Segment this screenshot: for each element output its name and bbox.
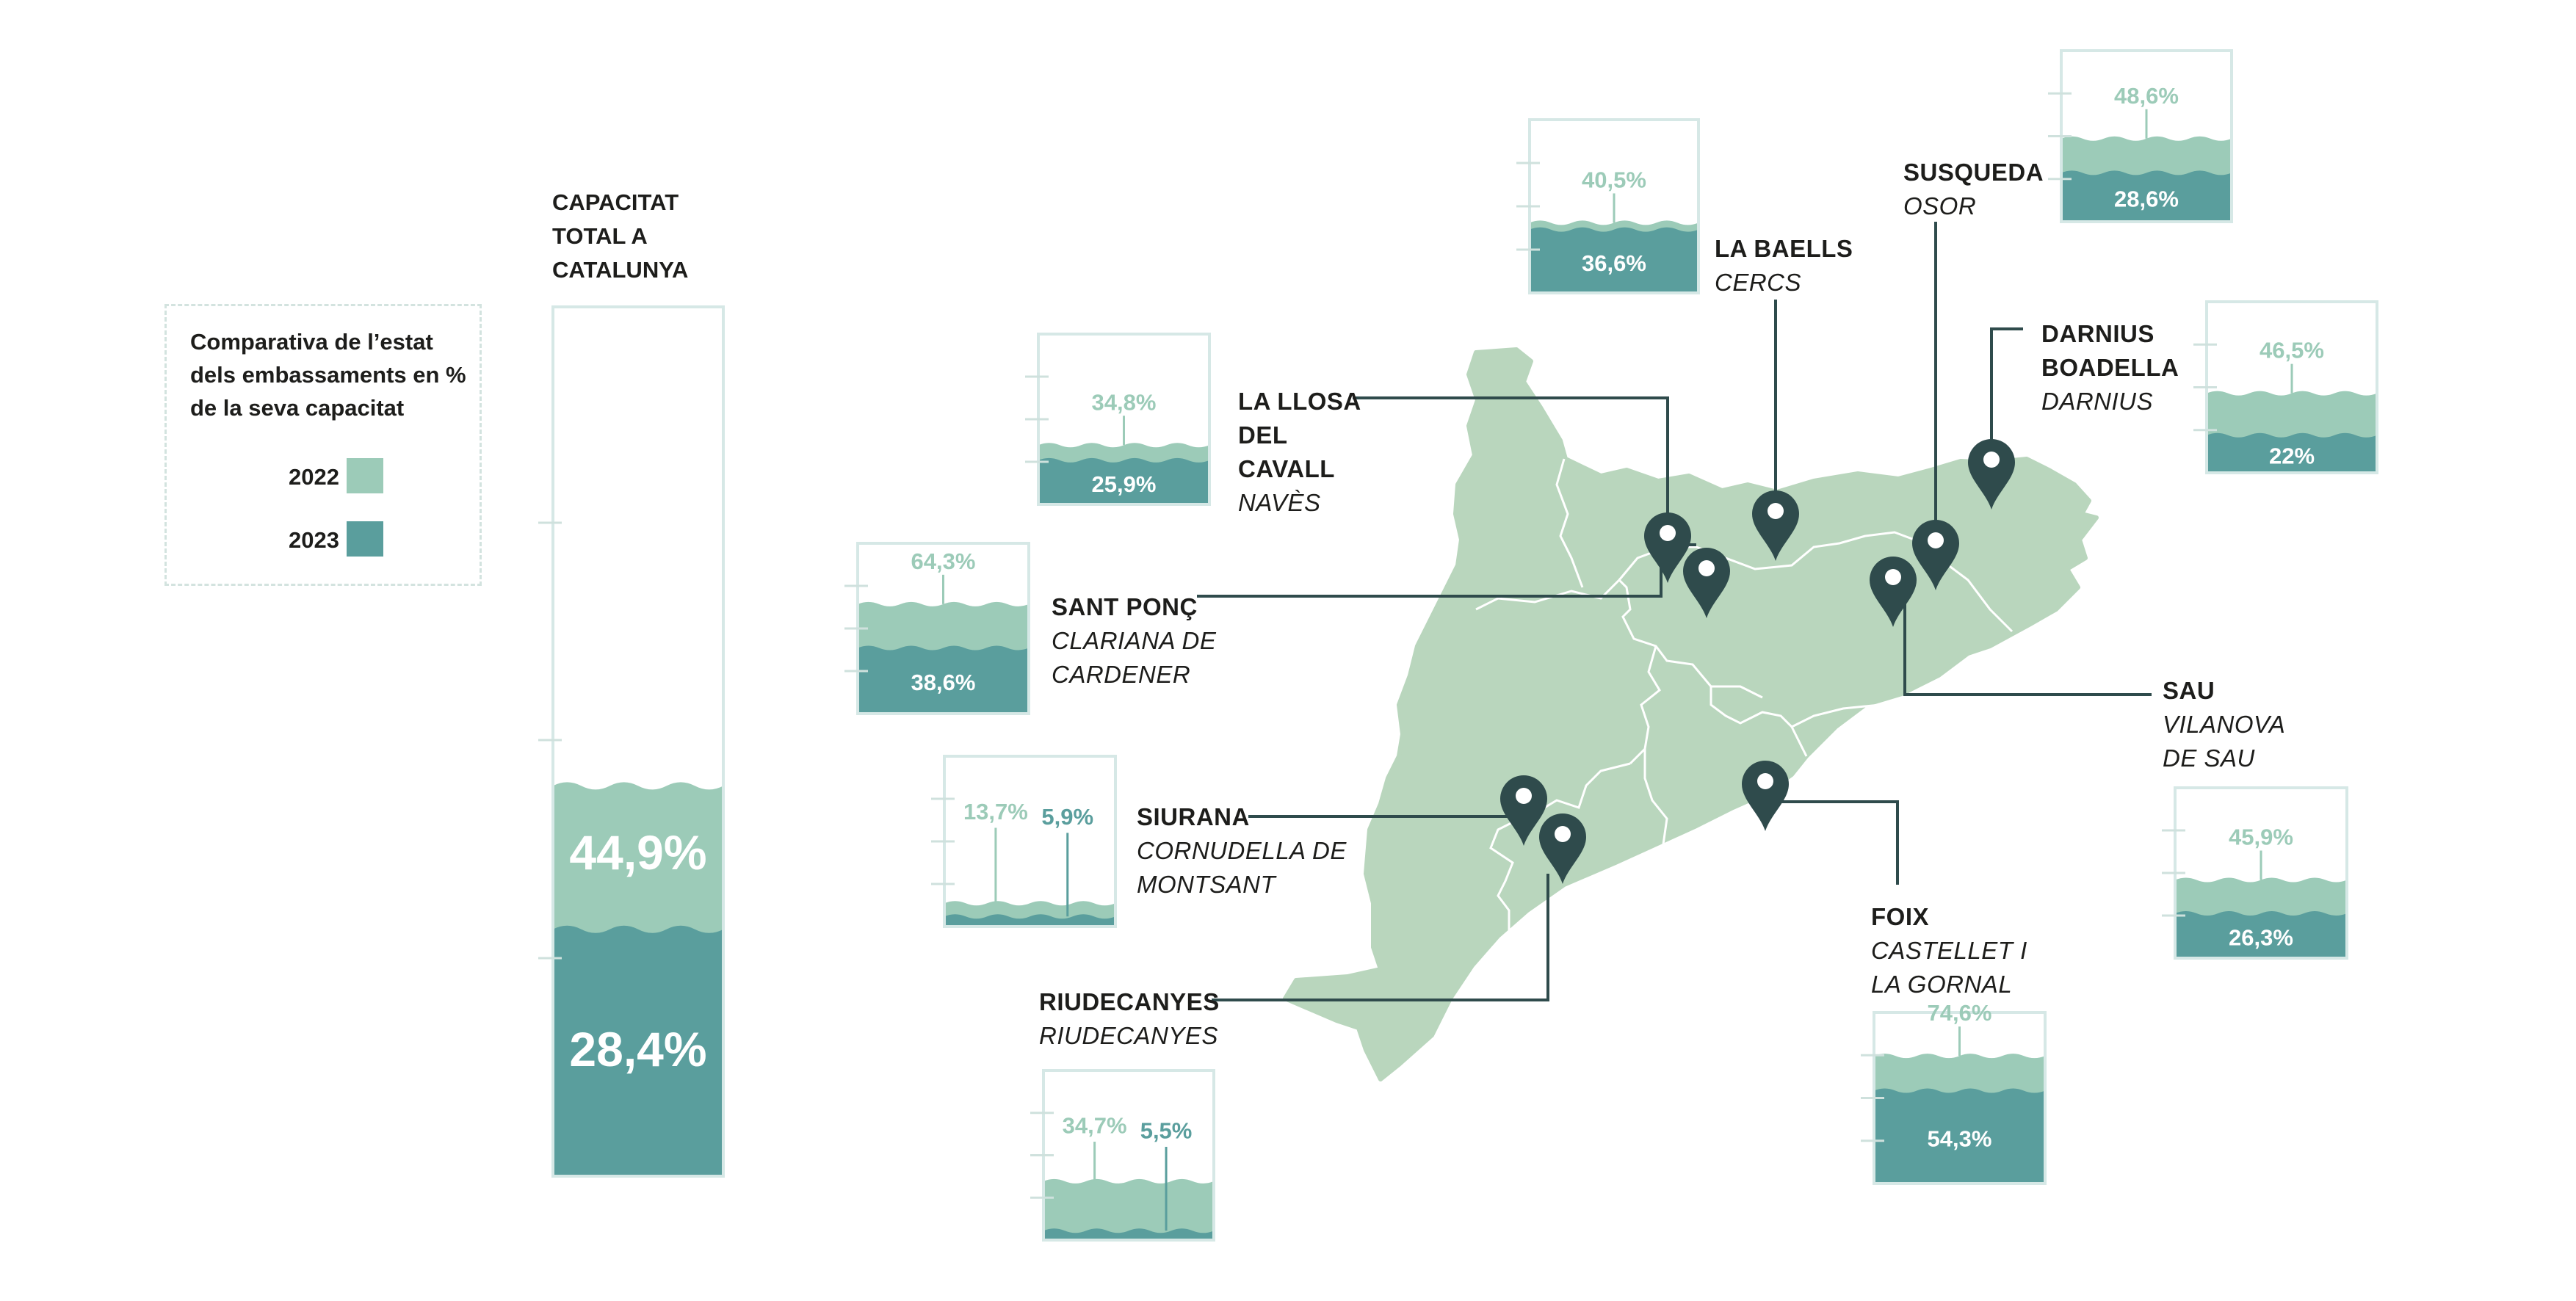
total-tank-frame xyxy=(551,305,725,1178)
map-pin-icon xyxy=(1912,520,1959,590)
fill-2023 xyxy=(1530,227,1698,293)
label-sau: SAU VILANOVA DE SAU xyxy=(2163,674,2309,775)
reservoir-tank: 40,5% 36,6% xyxy=(1516,118,1700,294)
total-capacity-tank: 44,9% 28,4% xyxy=(538,305,725,1178)
map-pin-icon xyxy=(1968,439,2015,510)
label-2023: 22% xyxy=(2269,443,2315,468)
label-2022: 13,7% xyxy=(963,799,1028,825)
reservoir-town: CASTELLET I LA GORNAL xyxy=(1871,937,2027,998)
legend-swatch-2022 xyxy=(347,458,383,493)
map-pin-icon xyxy=(1539,813,1586,884)
legend-item-2023: 2023 xyxy=(167,521,482,558)
total-label-2022: 44,9% xyxy=(569,825,706,880)
label-susqueda: SUSQUEDA OSOR xyxy=(1903,156,2044,223)
tank-frame xyxy=(943,755,1117,928)
label-2023: 38,6% xyxy=(911,670,976,695)
fill-2023 xyxy=(858,645,1029,714)
legend-swatch-2023 xyxy=(347,521,383,557)
leader-line-la-llosa xyxy=(1353,396,1669,536)
label-sant-ponc: SANT PONÇ CLARIANA DE CARDENER xyxy=(1052,590,1235,692)
legend-item-2022: 2022 xyxy=(167,458,482,495)
reservoir-name: SANT PONÇ xyxy=(1052,593,1198,620)
fill-2023 xyxy=(2175,910,2347,958)
legend-title: Comparativa de l’estat dels embassaments… xyxy=(190,329,466,421)
label-2023: 5,9% xyxy=(1041,804,1093,830)
map-pin-icon xyxy=(1870,557,1917,627)
fill-2023 xyxy=(1043,1228,1214,1240)
map-pin-icon xyxy=(1500,775,1547,846)
leader-line-riudecanyes xyxy=(1212,874,1549,1001)
leader-line-foix xyxy=(1755,800,1899,885)
reservoir-tank: 34,8% 25,9% xyxy=(1025,333,1211,506)
label-2022: 74,6% xyxy=(1928,1000,1992,1026)
reservoir-town: NAVÈS xyxy=(1238,489,1321,516)
reservoir-town: CERCS xyxy=(1715,269,1802,296)
leader-lines xyxy=(1197,222,2152,1001)
map-pin-icon xyxy=(1742,761,1789,831)
reservoir-town: DARNIUS xyxy=(2041,388,2154,415)
label-la-baells: LA BAELLS CERCS xyxy=(1715,232,1853,300)
label-foix: FOIX CASTELLET I LA GORNAL xyxy=(1871,900,2062,1001)
reservoir-name: RIUDECANYES xyxy=(1039,988,1220,1015)
map-pin-icon xyxy=(1683,548,1730,618)
label-la-llosa-del-cavall: LA LLOSA DEL CAVALL NAVÈS xyxy=(1238,385,1385,520)
label-2022: 45,9% xyxy=(2229,825,2293,850)
total-capacity-title: CAPACITAT TOTAL A CATALUNYA xyxy=(552,189,689,283)
fill-2023 xyxy=(2061,170,2232,222)
reservoir-tank: 48,6% 28,6% xyxy=(2048,49,2233,223)
map-pin-icon xyxy=(1644,512,1691,583)
fill-2023 xyxy=(1038,457,1209,504)
fill-2023 xyxy=(2207,432,2377,473)
reservoir-tank: 46,5% 22% xyxy=(2193,300,2378,474)
reservoir-town: OSOR xyxy=(1903,192,1977,220)
label-2023: 54,3% xyxy=(1928,1126,1992,1152)
reservoir-name: LA LLOSA DEL CAVALL xyxy=(1238,388,1361,482)
reservoir-town: RIUDECANYES xyxy=(1039,1022,1218,1049)
label-2023: 25,9% xyxy=(1092,471,1157,497)
pins-layer xyxy=(1500,439,2015,884)
tanks-layer: 40,5% 36,6% 48,6% 28,6% 46,5% 22% 34,8% 25,9% 64… xyxy=(844,49,2378,1242)
reservoir-tank: 64,3% 38,6% xyxy=(844,542,1030,715)
fill-2022 xyxy=(1043,1178,1214,1240)
leader-line-darnius xyxy=(1990,327,2023,463)
label-darnius-boadella: DARNIUS BOADELLA DARNIUS xyxy=(2041,317,2179,418)
fill-2023 xyxy=(944,914,1115,927)
reservoir-town: CORNUDELLA DE MONTSANT xyxy=(1137,837,1347,898)
total-label-2023: 28,4% xyxy=(569,1022,706,1076)
label-2022: 64,3% xyxy=(911,548,976,574)
legend-year-label: 2023 xyxy=(289,527,339,553)
label-2023: 36,6% xyxy=(1582,250,1646,276)
reservoir-town: CLARIANA DE CARDENER xyxy=(1052,627,1217,688)
label-riudecanyes: RIUDECANYES RIUDECANYES xyxy=(1039,985,1220,1053)
reservoir-name: SUSQUEDA xyxy=(1903,159,2044,186)
fill-2023 xyxy=(1874,1088,2045,1184)
total-fill-2023 xyxy=(553,925,723,1176)
label-2023: 28,6% xyxy=(2114,186,2179,212)
label-2022: 34,7% xyxy=(1063,1112,1127,1138)
reservoir-tank: 45,9% 26,3% xyxy=(2162,786,2348,960)
label-2022: 48,6% xyxy=(2114,83,2179,109)
label-2022: 34,8% xyxy=(1092,389,1157,415)
reservoir-town: VILANOVA DE SAU xyxy=(2163,711,2285,772)
map-pin-icon xyxy=(1752,490,1799,561)
label-2022: 46,5% xyxy=(2260,338,2324,363)
label-2022: 40,5% xyxy=(1582,167,1646,192)
legend: Comparativa de l’estat dels embassaments… xyxy=(164,304,482,586)
reservoir-name: DARNIUS BOADELLA xyxy=(2041,320,2179,381)
label-2023: 5,5% xyxy=(1140,1117,1193,1143)
reservoir-name: SAU xyxy=(2163,677,2215,704)
reservoir-tank: 34,7% 5,5% xyxy=(1030,1069,1215,1242)
reservoir-name: SIURANA xyxy=(1137,803,1250,830)
label-siurana: SIURANA CORNUDELLA DE MONTSANT xyxy=(1137,800,1350,902)
reservoir-name: FOIX xyxy=(1871,903,1930,930)
reservoir-tank: 74,6% 54,3% xyxy=(1861,1000,2047,1185)
label-2023: 26,3% xyxy=(2229,924,2293,950)
leader-line-sau xyxy=(1903,599,2152,696)
reservoir-name: LA BAELLS xyxy=(1715,235,1853,262)
reservoir-tank: 13,7% 5,9% xyxy=(931,755,1117,928)
legend-year-label: 2022 xyxy=(289,464,339,490)
